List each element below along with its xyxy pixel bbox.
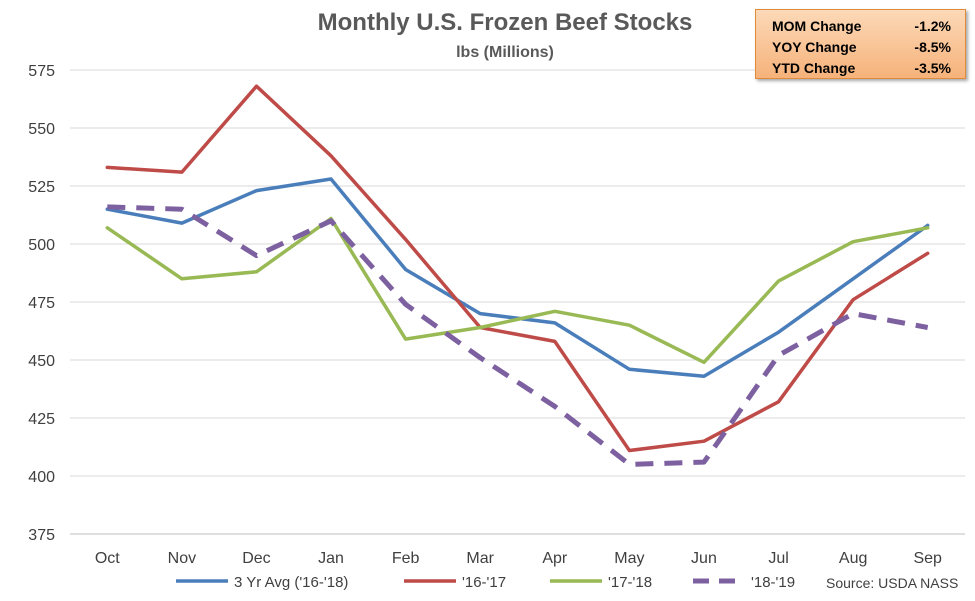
chart-subtitle: lbs (Millions) [456,44,554,61]
x-tick-label: Apr [542,550,568,567]
x-tick-label: Dec [242,550,270,567]
legend-label: 3 Yr Avg ('16-'18) [234,574,348,591]
stat-row-yoy: YOY Change -8.5% [772,37,951,58]
y-tick-label: 375 [28,527,55,544]
stat-value: -3.5% [914,60,951,76]
x-tick-label: Feb [392,550,420,567]
y-tick-label: 400 [28,469,55,486]
y-tick-label: 425 [28,411,55,428]
y-tick-label: 575 [28,63,55,80]
series-line-1 [105,84,930,453]
chart-title: Monthly U.S. Frozen Beef Stocks [318,9,693,36]
stat-label: MOM Change [772,18,862,34]
y-axis: 375 400 425 450 475 500 525 550 575 [28,63,55,544]
stat-value: -1.2% [914,18,951,34]
legend-label: '18-'19 [751,574,795,591]
stat-value: -8.5% [914,39,951,55]
x-tick-label: Sep [913,550,942,567]
x-tick-label: Jan [318,550,344,567]
stat-label: YOY Change [772,39,857,55]
x-tick-label: Jul [768,550,788,567]
series-line-2 [105,216,930,365]
y-tick-label: 475 [28,295,55,312]
series-line-3 [107,204,929,467]
series-line-0 [105,177,930,378]
y-tick-label: 500 [28,237,55,254]
x-axis: Oct Nov Dec Jan Feb Mar Apr May Jun Jul Aug Sep [95,550,942,567]
x-tick-label: Nov [168,550,196,567]
y-tick-label: 525 [28,179,55,196]
source-note: Source: USDA NASS [826,575,958,591]
x-tick-label: Mar [466,550,494,567]
stat-row-mom: MOM Change -1.2% [772,16,951,37]
change-stats-box: MOM Change -1.2% YOY Change -8.5% YTD Ch… [755,9,966,79]
y-tick-label: 450 [28,353,55,370]
stat-row-ytd: YTD Change -3.5% [772,58,951,79]
stat-label: YTD Change [772,60,856,76]
gridlines [70,69,965,535]
series-lines [105,84,930,467]
x-tick-label: May [614,550,644,567]
y-tick-label: 550 [28,121,55,138]
legend-label: '17-'18 [608,574,652,591]
legend-label: '16-'17 [462,574,506,591]
legend: 3 Yr Avg ('16-'18) '16-'17 '17-'18 '18-'19 [176,574,795,591]
x-tick-label: Oct [95,550,120,567]
x-tick-label: Aug [839,550,867,567]
x-tick-label: Jun [691,550,717,567]
